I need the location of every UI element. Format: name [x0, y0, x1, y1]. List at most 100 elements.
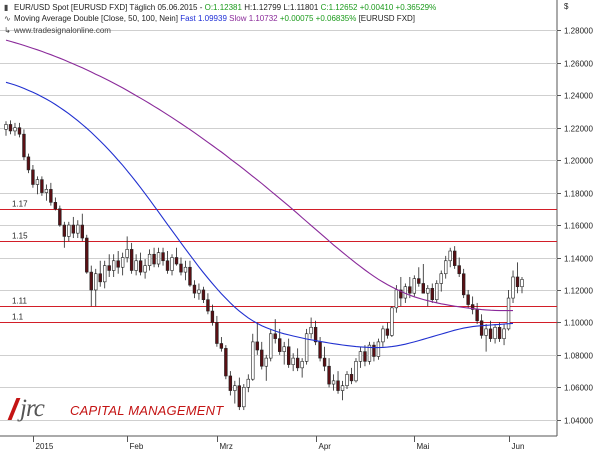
candle-body — [17, 127, 22, 135]
candle-body — [461, 273, 466, 296]
candle-body — [22, 133, 26, 158]
candle — [497, 322, 502, 342]
candle-body — [336, 380, 340, 391]
candle-body — [520, 279, 524, 288]
candle — [183, 260, 188, 281]
candle — [85, 234, 89, 274]
x-tick-label: Mrz — [220, 442, 233, 451]
candle-body — [103, 265, 107, 283]
candle — [44, 184, 49, 201]
candle — [210, 304, 215, 326]
x-axis: 2015 Feb Mrz Apr Mai Jun — [33, 436, 524, 451]
candle — [484, 324, 488, 352]
x-tick-label: Mai — [417, 442, 430, 451]
candle-body — [85, 237, 89, 273]
candle — [188, 260, 192, 287]
candle — [237, 377, 242, 411]
candle — [412, 275, 417, 297]
candle — [260, 341, 264, 370]
candle-body — [134, 260, 138, 271]
header-close: C:1.12652 +0.00410 +0.36529% — [320, 3, 437, 12]
candle-body — [67, 224, 71, 237]
price-header: ▮ EUR/USD Spot [EURUSD FXD] Täglich 05.06… — [4, 3, 436, 13]
candlesticks — [4, 120, 524, 411]
candle-body — [385, 328, 390, 336]
candle-body — [49, 189, 53, 203]
header-prefix: EUR/USD Spot [EURUSD FXD] Täglich 05.06.… — [14, 3, 205, 12]
candle-body — [435, 283, 439, 300]
candle-body — [13, 127, 17, 132]
candle — [417, 267, 421, 287]
candle — [219, 337, 224, 352]
candle-body — [506, 297, 511, 330]
candle — [134, 254, 138, 276]
candle — [385, 322, 390, 339]
candle — [98, 260, 102, 287]
y-tick-label: 1.22000 — [564, 125, 593, 134]
candle — [17, 122, 22, 138]
ma-change: +0.00075 +0.06835% — [279, 14, 357, 23]
candle-body — [116, 260, 120, 268]
candle-body — [188, 266, 192, 286]
candle-body — [300, 361, 304, 369]
y-tick-label: 1.14000 — [564, 255, 593, 264]
level-label: 1.11 — [12, 297, 28, 306]
candle-body — [511, 276, 515, 299]
candle — [206, 293, 210, 315]
candle — [174, 247, 179, 266]
candle-body — [439, 273, 443, 284]
candle-body — [174, 257, 179, 265]
candle — [13, 122, 17, 136]
candle-body — [515, 276, 520, 288]
candle-body — [313, 326, 318, 343]
candle — [170, 254, 174, 276]
candle-body — [502, 328, 506, 339]
candle — [228, 371, 233, 396]
candle — [147, 249, 152, 271]
candle-body — [94, 273, 98, 291]
y-tick-label: 1.24000 — [564, 92, 593, 101]
website-text: www.tradesignalonline.com — [14, 26, 111, 35]
candle — [322, 346, 327, 372]
candle — [336, 371, 340, 394]
candle — [470, 296, 475, 315]
candle — [251, 333, 255, 381]
candle — [103, 260, 107, 289]
candle — [282, 341, 286, 365]
candle — [408, 276, 412, 299]
candle-body — [224, 348, 228, 377]
candle — [390, 306, 394, 338]
candle — [67, 221, 71, 242]
x-tick-label: 2015 — [36, 442, 54, 451]
candle-body — [237, 385, 242, 408]
candle — [286, 338, 291, 368]
candle — [165, 251, 170, 274]
candle-body — [457, 265, 461, 275]
candle-body — [444, 260, 448, 275]
candle-body — [107, 265, 111, 271]
candle-body — [179, 263, 183, 273]
candle — [435, 280, 439, 303]
candle-body — [493, 326, 497, 339]
candle — [372, 341, 376, 362]
level-label: 1.15 — [12, 232, 28, 241]
candle — [367, 341, 372, 365]
candle-body — [304, 333, 309, 362]
candlestick-icon: ▮ — [4, 3, 9, 12]
y-tick-label: 1.08000 — [564, 352, 593, 361]
candle — [107, 254, 111, 277]
candle — [520, 276, 524, 294]
candle-body — [201, 289, 206, 300]
candle — [488, 320, 493, 342]
y-tick-label: 1.18000 — [564, 190, 593, 199]
candle — [242, 384, 246, 411]
y-tick-label: 1.26000 — [564, 60, 593, 69]
candle-body — [98, 273, 102, 283]
candle-body — [120, 257, 125, 268]
candle-body — [363, 351, 367, 362]
candle-body — [286, 346, 291, 365]
candle — [143, 259, 147, 279]
candle-body — [44, 189, 49, 193]
candle-body — [408, 286, 412, 294]
